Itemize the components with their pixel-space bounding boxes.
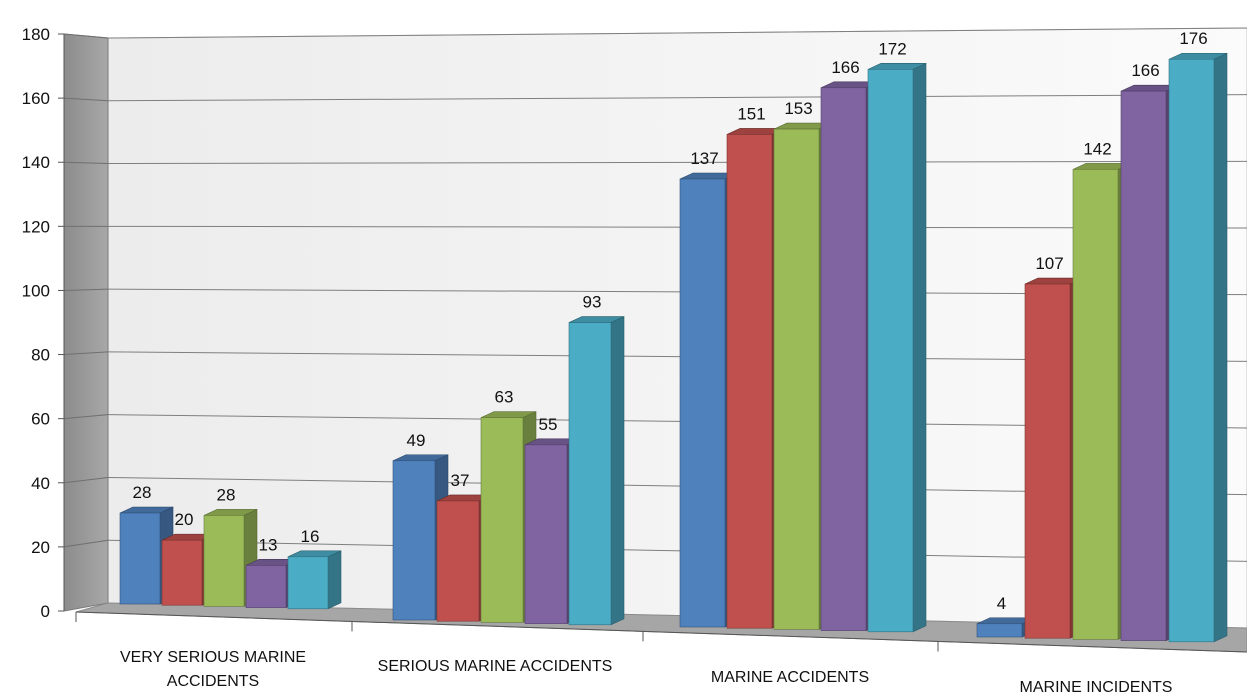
bar-front <box>245 565 287 608</box>
side-wall <box>63 33 109 612</box>
gridline <box>107 225 1247 229</box>
bar-front <box>820 87 867 631</box>
y-tick-label: 180 <box>22 25 50 44</box>
bar-front <box>679 178 726 628</box>
bar-front <box>287 556 329 610</box>
bars <box>119 52 1228 643</box>
gridline <box>107 94 1247 102</box>
y-tick-label: 120 <box>22 217 50 236</box>
bar-front <box>436 500 480 622</box>
y-tick-label: 60 <box>31 410 50 429</box>
bar-front <box>1072 169 1119 640</box>
y-tick-label: 0 <box>41 602 50 621</box>
data-label: 93 <box>583 293 602 312</box>
bar <box>1168 52 1228 643</box>
bar-front <box>480 417 524 623</box>
bar-side <box>1213 52 1228 643</box>
gridline <box>107 160 1247 165</box>
category-label: MARINE INCIDENTS <box>1020 679 1173 695</box>
y-tick-label: 20 <box>31 538 50 557</box>
bar-front <box>161 539 203 606</box>
gridline-side <box>63 539 109 548</box>
data-label: 142 <box>1083 139 1111 158</box>
bar-front <box>726 134 773 629</box>
data-label: 137 <box>690 149 718 168</box>
data-label: 176 <box>1179 29 1207 48</box>
axes: 0 20 40 60 80 100 120 140 160 180 <box>22 25 1247 653</box>
category-label: ACCIDENTS <box>167 673 259 690</box>
data-labels: 28 20 28 13 16 49 37 63 55 93 137 151 153 166 172 4 107 1… <box>133 29 1208 613</box>
data-label: 63 <box>495 388 514 407</box>
bar-front <box>524 444 568 624</box>
category-label: VERY SERIOUS MARINE <box>120 649 306 666</box>
bar <box>867 62 927 633</box>
data-label: 166 <box>831 58 859 77</box>
bar-front <box>119 512 161 605</box>
y-tick-label: 40 <box>31 474 50 493</box>
x-axis-line <box>75 611 1247 653</box>
gridline-side <box>63 97 109 102</box>
bar-front <box>1168 58 1215 643</box>
data-label: 4 <box>997 594 1006 613</box>
data-label: 172 <box>878 39 906 58</box>
bar-front <box>568 322 612 626</box>
y-tick-label: 140 <box>22 153 50 172</box>
bar-front <box>773 128 820 630</box>
gridline-side <box>63 288 109 291</box>
bar-front <box>392 460 436 621</box>
bar <box>287 550 342 610</box>
bar-front <box>1120 90 1167 641</box>
gridline-side <box>63 33 109 39</box>
data-label: 151 <box>737 104 765 123</box>
gridline-side <box>63 476 109 484</box>
data-label: 37 <box>451 471 470 490</box>
category-labels: VERY SERIOUS MARINE ACCIDENTS SERIOUS MARI… <box>120 649 1173 695</box>
data-label: 28 <box>217 485 236 504</box>
y-tick-label: 160 <box>22 89 50 108</box>
bar-side <box>327 550 342 610</box>
bar-front <box>203 515 245 607</box>
bar-front <box>1024 283 1071 639</box>
y-tick-label: 100 <box>22 281 50 300</box>
data-label: 166 <box>1131 61 1159 80</box>
data-label: 20 <box>175 510 194 529</box>
category-label: MARINE ACCIDENTS <box>711 669 869 686</box>
bar-front <box>976 623 1023 638</box>
category-label: SERIOUS MARINE ACCIDENTS <box>378 658 613 675</box>
gridline-side <box>63 414 109 420</box>
gridline-side <box>63 161 109 165</box>
data-label: 55 <box>539 415 558 434</box>
data-label: 107 <box>1035 254 1063 273</box>
bar <box>161 533 216 606</box>
data-label: 153 <box>784 99 812 118</box>
data-label: 16 <box>301 527 320 546</box>
bar-side <box>912 62 927 633</box>
bar-side <box>610 316 625 626</box>
gridline-side <box>63 351 109 356</box>
gridline <box>107 27 1247 39</box>
bar <box>480 411 537 623</box>
bar <box>568 316 625 626</box>
bar <box>1024 277 1084 639</box>
data-label: 49 <box>407 431 426 450</box>
data-label: 13 <box>259 535 278 554</box>
bar-front <box>867 69 914 633</box>
y-tick-label: 80 <box>31 346 50 365</box>
data-label: 28 <box>133 483 152 502</box>
